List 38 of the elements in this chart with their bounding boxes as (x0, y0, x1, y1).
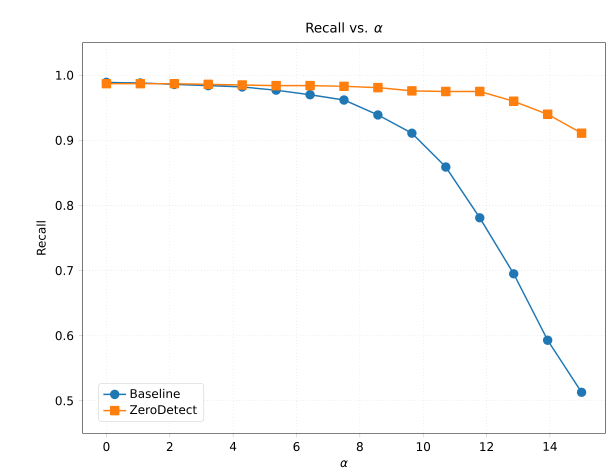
y-tick-label: 0.7 (56, 266, 73, 276)
point (508, 96, 518, 106)
y-tick-label: 0.5 (56, 396, 73, 406)
point (339, 82, 349, 92)
y-tick-label: 1.0 (56, 70, 74, 80)
x-tick-label: 2 (166, 442, 172, 451)
legend-label: Baseline (130, 388, 180, 398)
y-axis-title: Recall (36, 221, 46, 255)
y-tick-label: 0.8 (56, 200, 74, 210)
y-tick-label: 0.9 (56, 136, 74, 145)
x-tick-label: 8 (356, 442, 363, 452)
x-tick-label: 0 (103, 442, 110, 452)
point (475, 86, 485, 96)
point (373, 82, 383, 92)
point (373, 110, 383, 120)
point (542, 335, 552, 345)
point (305, 80, 315, 90)
chart-title: Recall vs. α (306, 22, 383, 33)
point (339, 95, 349, 105)
point (305, 90, 315, 100)
x-tick-label: 14 (544, 442, 557, 451)
point (271, 80, 281, 90)
point (576, 128, 586, 138)
x-tick-label: 6 (294, 442, 300, 452)
y-tick-label: 0.6 (56, 331, 74, 340)
point (475, 213, 485, 223)
legend-label: ZeroDetect (130, 405, 197, 414)
point (441, 162, 451, 172)
point (542, 110, 552, 120)
x-tick-label: 12 (480, 442, 493, 451)
point (407, 86, 417, 96)
point (508, 269, 518, 279)
x-tick-label: 4 (230, 442, 236, 451)
point (441, 86, 451, 96)
x-axis-title: α (340, 460, 348, 468)
x-tick-label: 10 (416, 442, 430, 452)
point (407, 128, 417, 138)
point (576, 388, 586, 398)
